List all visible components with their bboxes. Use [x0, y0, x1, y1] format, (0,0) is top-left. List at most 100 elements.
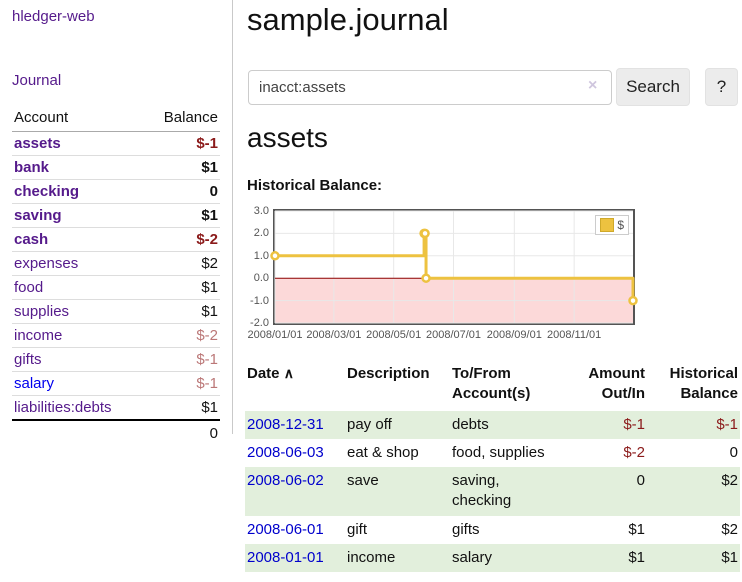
transaction-description: eat & shop — [347, 443, 419, 461]
transaction-date-link[interactable]: 2008-06-01 — [247, 520, 324, 538]
account-row: cash $-2 — [12, 227, 220, 252]
account-link-assets[interactable]: assets — [14, 135, 61, 152]
account-link-expenses[interactable]: expenses — [14, 255, 79, 272]
account-link-bank[interactable]: bank — [14, 159, 50, 176]
account-balance: $1 — [201, 399, 218, 416]
transaction-row: 2008-06-03 eat & shop food, supplies $-2… — [245, 439, 740, 467]
transaction-row: 2008-12-31 pay off debts $-1 $-1 — [245, 410, 740, 439]
account-link-gifts[interactable]: gifts — [14, 351, 42, 368]
transaction-date-link[interactable]: 2008-01-01 — [247, 548, 324, 566]
amount-column-header: Amount Out/In — [588, 365, 645, 403]
account-row: expenses $2 — [12, 251, 220, 276]
accounts-column-header: Account — [12, 106, 145, 132]
account-link-supplies[interactable]: supplies — [14, 303, 70, 320]
register-table-wrap: Date ∧ Description To/From Account(s) Am… — [245, 362, 740, 572]
account-row: gifts $-1 — [12, 347, 220, 372]
transaction-amount: 0 — [636, 472, 645, 489]
page-title: sample.journal — [247, 2, 449, 37]
account-balance: $-2 — [144, 323, 220, 348]
chart-title: Historical Balance: — [247, 177, 383, 194]
account-balance: $1 — [144, 155, 220, 180]
x-tick-label: 2008/09/01 — [486, 329, 542, 341]
account-row: income $-2 — [12, 323, 220, 348]
transaction-row: 2008-01-01 income salary $1 $1 — [245, 543, 740, 572]
account-balance: $-1 — [144, 131, 220, 156]
search-button[interactable]: Search — [616, 68, 690, 106]
transaction-accounts: debts — [452, 415, 489, 433]
clear-search-icon[interactable]: × — [588, 77, 598, 94]
account-link-saving[interactable]: saving — [14, 207, 62, 224]
account-link-checking[interactable]: checking — [14, 183, 80, 200]
balance-chart-plot-svg — [270, 210, 638, 324]
accounts-balance-table: Account Balance assets $-1 bank $1 check… — [12, 106, 220, 445]
account-balance: $-2 — [144, 227, 220, 252]
account-row: saving $1 — [12, 203, 220, 228]
account-row: checking 0 — [12, 179, 220, 204]
account-heading: assets — [247, 122, 328, 153]
account-balance: $1 — [144, 299, 220, 324]
account-link-salary[interactable]: salary — [14, 375, 55, 392]
register-table: Date ∧ Description To/From Account(s) Am… — [245, 362, 740, 572]
y-tick-label: -2.0 — [250, 317, 269, 329]
chart-legend: $ — [595, 215, 629, 235]
balance-chart: 3.0 2.0 1.0 0.0 -1.0 -2.0 $ 2008/01/01 2008/03… — [247, 203, 667, 345]
account-row: assets $-1 — [12, 131, 220, 156]
help-button[interactable]: ? — [705, 68, 738, 106]
y-tick-label: 0.0 — [253, 272, 269, 285]
balance-chart-plot[interactable]: $ — [270, 209, 638, 325]
account-balance: $-1 — [144, 347, 220, 372]
transaction-amount: $-1 — [623, 415, 645, 433]
date-column-header[interactable]: Date ∧ — [247, 365, 294, 382]
account-balance: $2 — [144, 251, 220, 276]
x-tick-label: 2008/03/01 — [306, 329, 362, 341]
accounts-total-row: 0 — [12, 419, 220, 445]
transaction-description: save — [347, 472, 379, 489]
account-link-food[interactable]: food — [14, 279, 44, 296]
x-tick-label: 2008/07/01 — [425, 329, 482, 341]
transaction-balance: $2 — [721, 472, 738, 489]
y-tick-label: 1.0 — [253, 249, 269, 262]
account-link-cash[interactable]: cash — [14, 231, 49, 248]
x-tick-label: 2008/05/01 — [366, 329, 422, 341]
transaction-balance: 0 — [729, 443, 738, 461]
transaction-amount: $1 — [628, 520, 645, 538]
transaction-row: 2008-06-01 gift gifts $1 $2 — [245, 516, 740, 544]
transaction-amount: $1 — [628, 548, 645, 566]
account-balance: $1 — [144, 275, 220, 300]
y-tick-label: 2.0 — [253, 227, 269, 240]
account-balance: $-1 — [144, 371, 220, 396]
transaction-date-link[interactable]: 2008-06-02 — [247, 472, 324, 489]
legend-swatch — [600, 218, 615, 232]
y-tick-label: 3.0 — [253, 205, 269, 217]
account-row: salary $-1 — [12, 371, 220, 396]
transaction-description: gift — [347, 520, 368, 538]
account-row: liabilities:debts $1 — [12, 396, 220, 421]
transaction-accounts: food, supplies — [452, 443, 545, 461]
account-row: food $1 — [12, 275, 220, 300]
sidebar: hledger-web Journal Account Balance asse… — [0, 0, 233, 445]
transaction-row: 2008-06-02 save saving, checking 0 $2 — [245, 467, 740, 516]
sidebar-item-journal[interactable]: Journal — [12, 72, 62, 89]
account-row: supplies $1 — [12, 299, 220, 324]
description-column-header: Description — [347, 365, 430, 382]
transaction-date-link[interactable]: 2008-06-03 — [247, 443, 324, 461]
transaction-accounts: salary — [452, 548, 493, 566]
y-tick-label: -1.0 — [250, 294, 269, 307]
brand-link[interactable]: hledger-web — [12, 8, 95, 25]
x-tick-label: 2008/11/01 — [547, 329, 602, 341]
balance-column-header: Historical Balance — [669, 365, 738, 403]
transaction-description: income — [347, 548, 396, 566]
transaction-accounts: saving, checking — [452, 472, 512, 510]
account-balance: 0 — [144, 179, 220, 204]
account-link-liabilities-debts[interactable]: liabilities:debts — [14, 399, 112, 416]
search-input[interactable] — [248, 70, 612, 105]
transaction-description: pay off — [347, 415, 392, 433]
account-balance: $1 — [144, 203, 220, 228]
transaction-accounts: gifts — [452, 520, 480, 538]
account-link-income[interactable]: income — [14, 327, 63, 344]
transaction-date-link[interactable]: 2008-12-31 — [247, 415, 324, 433]
transaction-amount: $-2 — [623, 443, 645, 461]
x-tick-label: 2008/01/01 — [247, 329, 303, 341]
sort-asc-icon: ∧ — [283, 365, 294, 381]
